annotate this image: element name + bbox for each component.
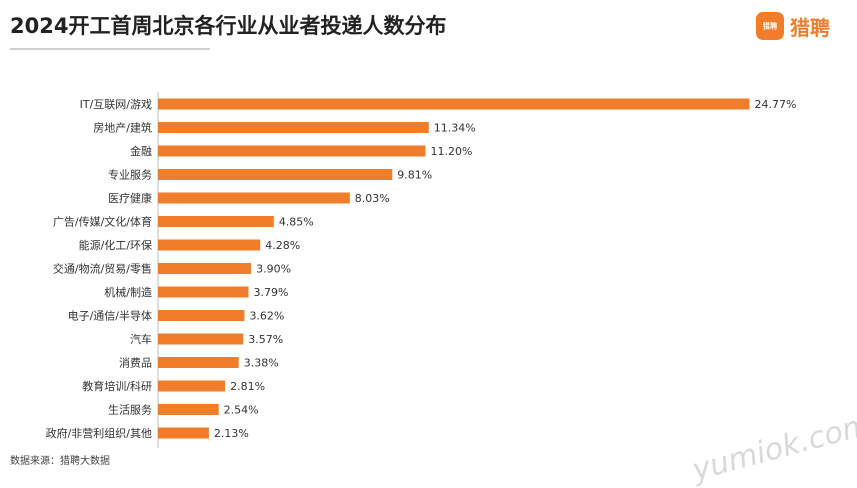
data-label: 2.81% xyxy=(230,380,265,393)
data-label: 3.62% xyxy=(249,310,284,323)
category-label: 交通/物流/贸易/零售 xyxy=(53,262,152,276)
data-label: 8.03% xyxy=(355,192,390,205)
data-label: 2.54% xyxy=(224,404,259,417)
bar xyxy=(158,216,274,227)
data-label: 4.85% xyxy=(279,216,314,229)
bar xyxy=(158,380,226,392)
bar xyxy=(158,427,209,439)
bar xyxy=(158,145,426,157)
bar-chart: IT/互联网/游戏 24.77% 房地产/建筑 11.34% 金融 11.20% 专业服务 9… xyxy=(46,92,797,448)
category-label: 汽车 xyxy=(130,332,152,346)
logo-icon-text: 猎聘 xyxy=(762,21,778,31)
data-label: 2.13% xyxy=(214,427,249,440)
data-label: 3.57% xyxy=(248,333,283,346)
category-label: 医疗健康 xyxy=(108,191,152,205)
category-label: IT/互联网/游戏 xyxy=(80,98,152,111)
category-label: 电子/通信/半导体 xyxy=(68,309,152,323)
category-label: 消费品 xyxy=(119,356,152,370)
category-label: 专业服务 xyxy=(108,168,152,182)
bar xyxy=(158,357,239,368)
bar xyxy=(158,286,249,298)
bar xyxy=(158,122,429,133)
data-label: 11.20% xyxy=(430,145,472,158)
bar xyxy=(158,192,350,204)
bar xyxy=(158,333,244,345)
liepin-logo-icon: 猎聘 xyxy=(756,12,784,40)
category-label: 教育培训/科研 xyxy=(82,379,152,393)
category-label: 房地产/建筑 xyxy=(93,121,152,135)
bar xyxy=(158,169,393,180)
category-label: 政府/非营利组织/其他 xyxy=(46,426,152,440)
bar xyxy=(158,239,261,251)
brand-logo: 猎聘 猎聘 xyxy=(756,8,830,44)
category-label: 机械/制造 xyxy=(104,285,152,299)
data-label: 9.81% xyxy=(397,169,432,182)
category-label: 广告/传媒/文化/体育 xyxy=(53,215,152,229)
bar xyxy=(158,263,252,274)
chart-title: 2024开工首周北京各行业从业者投递人数分布 xyxy=(10,14,447,38)
category-label: 生活服务 xyxy=(108,403,152,417)
data-label: 24.77% xyxy=(755,98,797,111)
category-label: 能源/化工/环保 xyxy=(79,238,152,252)
bar xyxy=(158,404,219,415)
title-underline xyxy=(10,48,210,50)
bar xyxy=(158,98,750,110)
data-label: 3.79% xyxy=(254,286,289,299)
logo-text: 猎聘 xyxy=(790,15,830,40)
data-label: 3.90% xyxy=(256,263,291,276)
category-label: 金融 xyxy=(130,144,152,158)
data-label: 3.38% xyxy=(244,357,279,370)
data-source: 数据来源：猎聘大数据 xyxy=(10,456,110,467)
data-label: 11.34% xyxy=(434,122,476,135)
bar xyxy=(158,310,245,321)
data-label: 4.28% xyxy=(265,239,300,252)
